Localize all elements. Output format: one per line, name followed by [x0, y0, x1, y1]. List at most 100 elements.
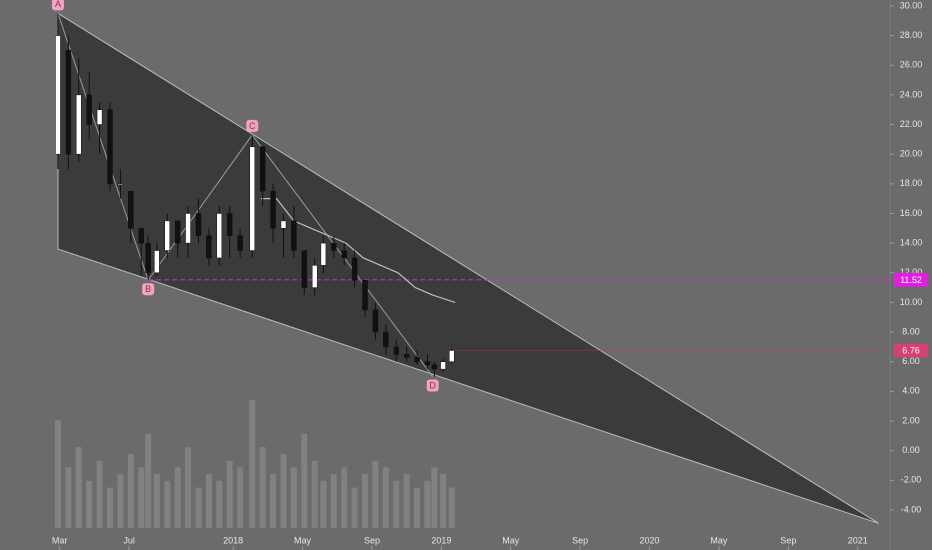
- volume-bar: [205, 474, 212, 528]
- y-tick-label: 28.00: [900, 30, 923, 40]
- volume-bar: [86, 480, 93, 528]
- candle-body: [107, 109, 113, 185]
- volume-bar: [174, 467, 181, 528]
- candle-body: [154, 250, 160, 274]
- candle-body: [270, 190, 276, 229]
- x-tick-label: Mar: [52, 535, 68, 545]
- volume-bar: [301, 433, 308, 528]
- x-tick-label: 2019: [431, 535, 451, 545]
- candle-body: [383, 331, 389, 348]
- volume-bar: [393, 480, 400, 528]
- volume-bar: [106, 487, 113, 528]
- candle-body: [449, 350, 455, 362]
- y-tick-label: 10.00: [900, 297, 923, 307]
- candle-body: [331, 242, 337, 251]
- y-tick-label: 4.00: [902, 386, 920, 396]
- volume-bar: [424, 480, 431, 528]
- volume-bar: [431, 467, 438, 528]
- y-tick-label: 0.00: [902, 445, 920, 455]
- x-tick-label: Sep: [780, 535, 796, 545]
- candle-body: [145, 242, 151, 274]
- candle-body: [311, 265, 318, 288]
- candle-body: [414, 357, 420, 362]
- candle-body: [185, 213, 191, 244]
- candle-body: [65, 50, 72, 155]
- candle-body: [351, 257, 358, 281]
- volume-bar: [330, 474, 337, 528]
- candle-body: [206, 235, 212, 259]
- y-tick-label: 24.00: [900, 89, 923, 99]
- y-tick-label: -2.00: [901, 475, 922, 485]
- y-tick-label: 20.00: [900, 149, 923, 159]
- candle-body: [259, 146, 266, 192]
- x-tick-label: 2021: [848, 535, 868, 545]
- y-tick-label: 26.00: [900, 60, 923, 70]
- y-tick-label: 16.00: [900, 208, 923, 218]
- volume-bar: [237, 467, 244, 528]
- y-tick-label: 8.00: [902, 326, 920, 336]
- point-badge: [246, 119, 259, 132]
- y-tick-label: 14.00: [900, 238, 923, 248]
- x-tick-label: 2018: [223, 535, 243, 545]
- candle-body: [403, 354, 410, 358]
- volume-bar: [226, 460, 233, 528]
- volume-bar: [311, 460, 318, 528]
- volume-bar: [138, 467, 145, 528]
- volume-bar: [153, 474, 160, 528]
- y-tick-label: -4.00: [901, 504, 922, 514]
- volume-bar: [216, 480, 223, 528]
- volume-bar: [351, 487, 358, 528]
- price-label: 11.52: [900, 275, 922, 285]
- x-tick-label: May: [502, 535, 520, 545]
- candle-body: [301, 250, 308, 288]
- candle-body: [320, 242, 327, 266]
- volume-bar: [117, 474, 124, 528]
- candle-body: [424, 361, 431, 365]
- volume-bar: [259, 447, 266, 528]
- volume-bar: [54, 420, 61, 528]
- y-tick-label: 22.00: [900, 119, 923, 129]
- x-tick-label: Sep: [364, 535, 380, 545]
- candle-body: [372, 309, 379, 333]
- candle-body: [86, 94, 92, 125]
- volume-bar: [362, 474, 369, 528]
- volume-bar: [185, 447, 192, 528]
- point-badge: [51, 0, 64, 11]
- candle-body: [164, 220, 170, 251]
- price-label: 6.76: [902, 345, 920, 355]
- point-label: D: [429, 380, 436, 390]
- volume-bar: [280, 453, 287, 528]
- volume-bar: [448, 487, 455, 528]
- y-tick-label: 18.00: [900, 178, 923, 188]
- candle-body: [341, 250, 347, 259]
- x-tick-label: May: [710, 535, 728, 545]
- candle-body: [195, 213, 202, 236]
- y-tick-label: 2.00: [902, 415, 920, 425]
- candle-body: [117, 183, 124, 186]
- volume-bar: [440, 474, 447, 528]
- candle-body: [226, 213, 233, 236]
- candle-body: [362, 279, 368, 311]
- volume-bar: [414, 487, 421, 528]
- price-label-box: [894, 343, 928, 358]
- volume-bar: [320, 480, 327, 528]
- volume-bar: [290, 467, 297, 528]
- candle-body: [76, 94, 82, 155]
- point-label: A: [55, 0, 61, 9]
- volume-bar: [65, 467, 72, 528]
- volume-bar: [270, 474, 277, 528]
- volume-bar: [127, 453, 134, 528]
- candle-body: [128, 190, 134, 229]
- candle-body: [431, 364, 438, 370]
- point-badge: [142, 283, 155, 296]
- volume-bar: [145, 433, 152, 528]
- candle-body: [174, 220, 181, 244]
- volume-bar: [96, 460, 103, 528]
- point-label: C: [249, 121, 256, 131]
- y-tick-label: 30.00: [900, 0, 923, 10]
- volume-bar: [164, 480, 171, 528]
- candle-body: [237, 235, 243, 251]
- y-tick-label: 12.00: [900, 267, 923, 277]
- volume-bar: [249, 400, 256, 528]
- volume-bar: [75, 447, 82, 528]
